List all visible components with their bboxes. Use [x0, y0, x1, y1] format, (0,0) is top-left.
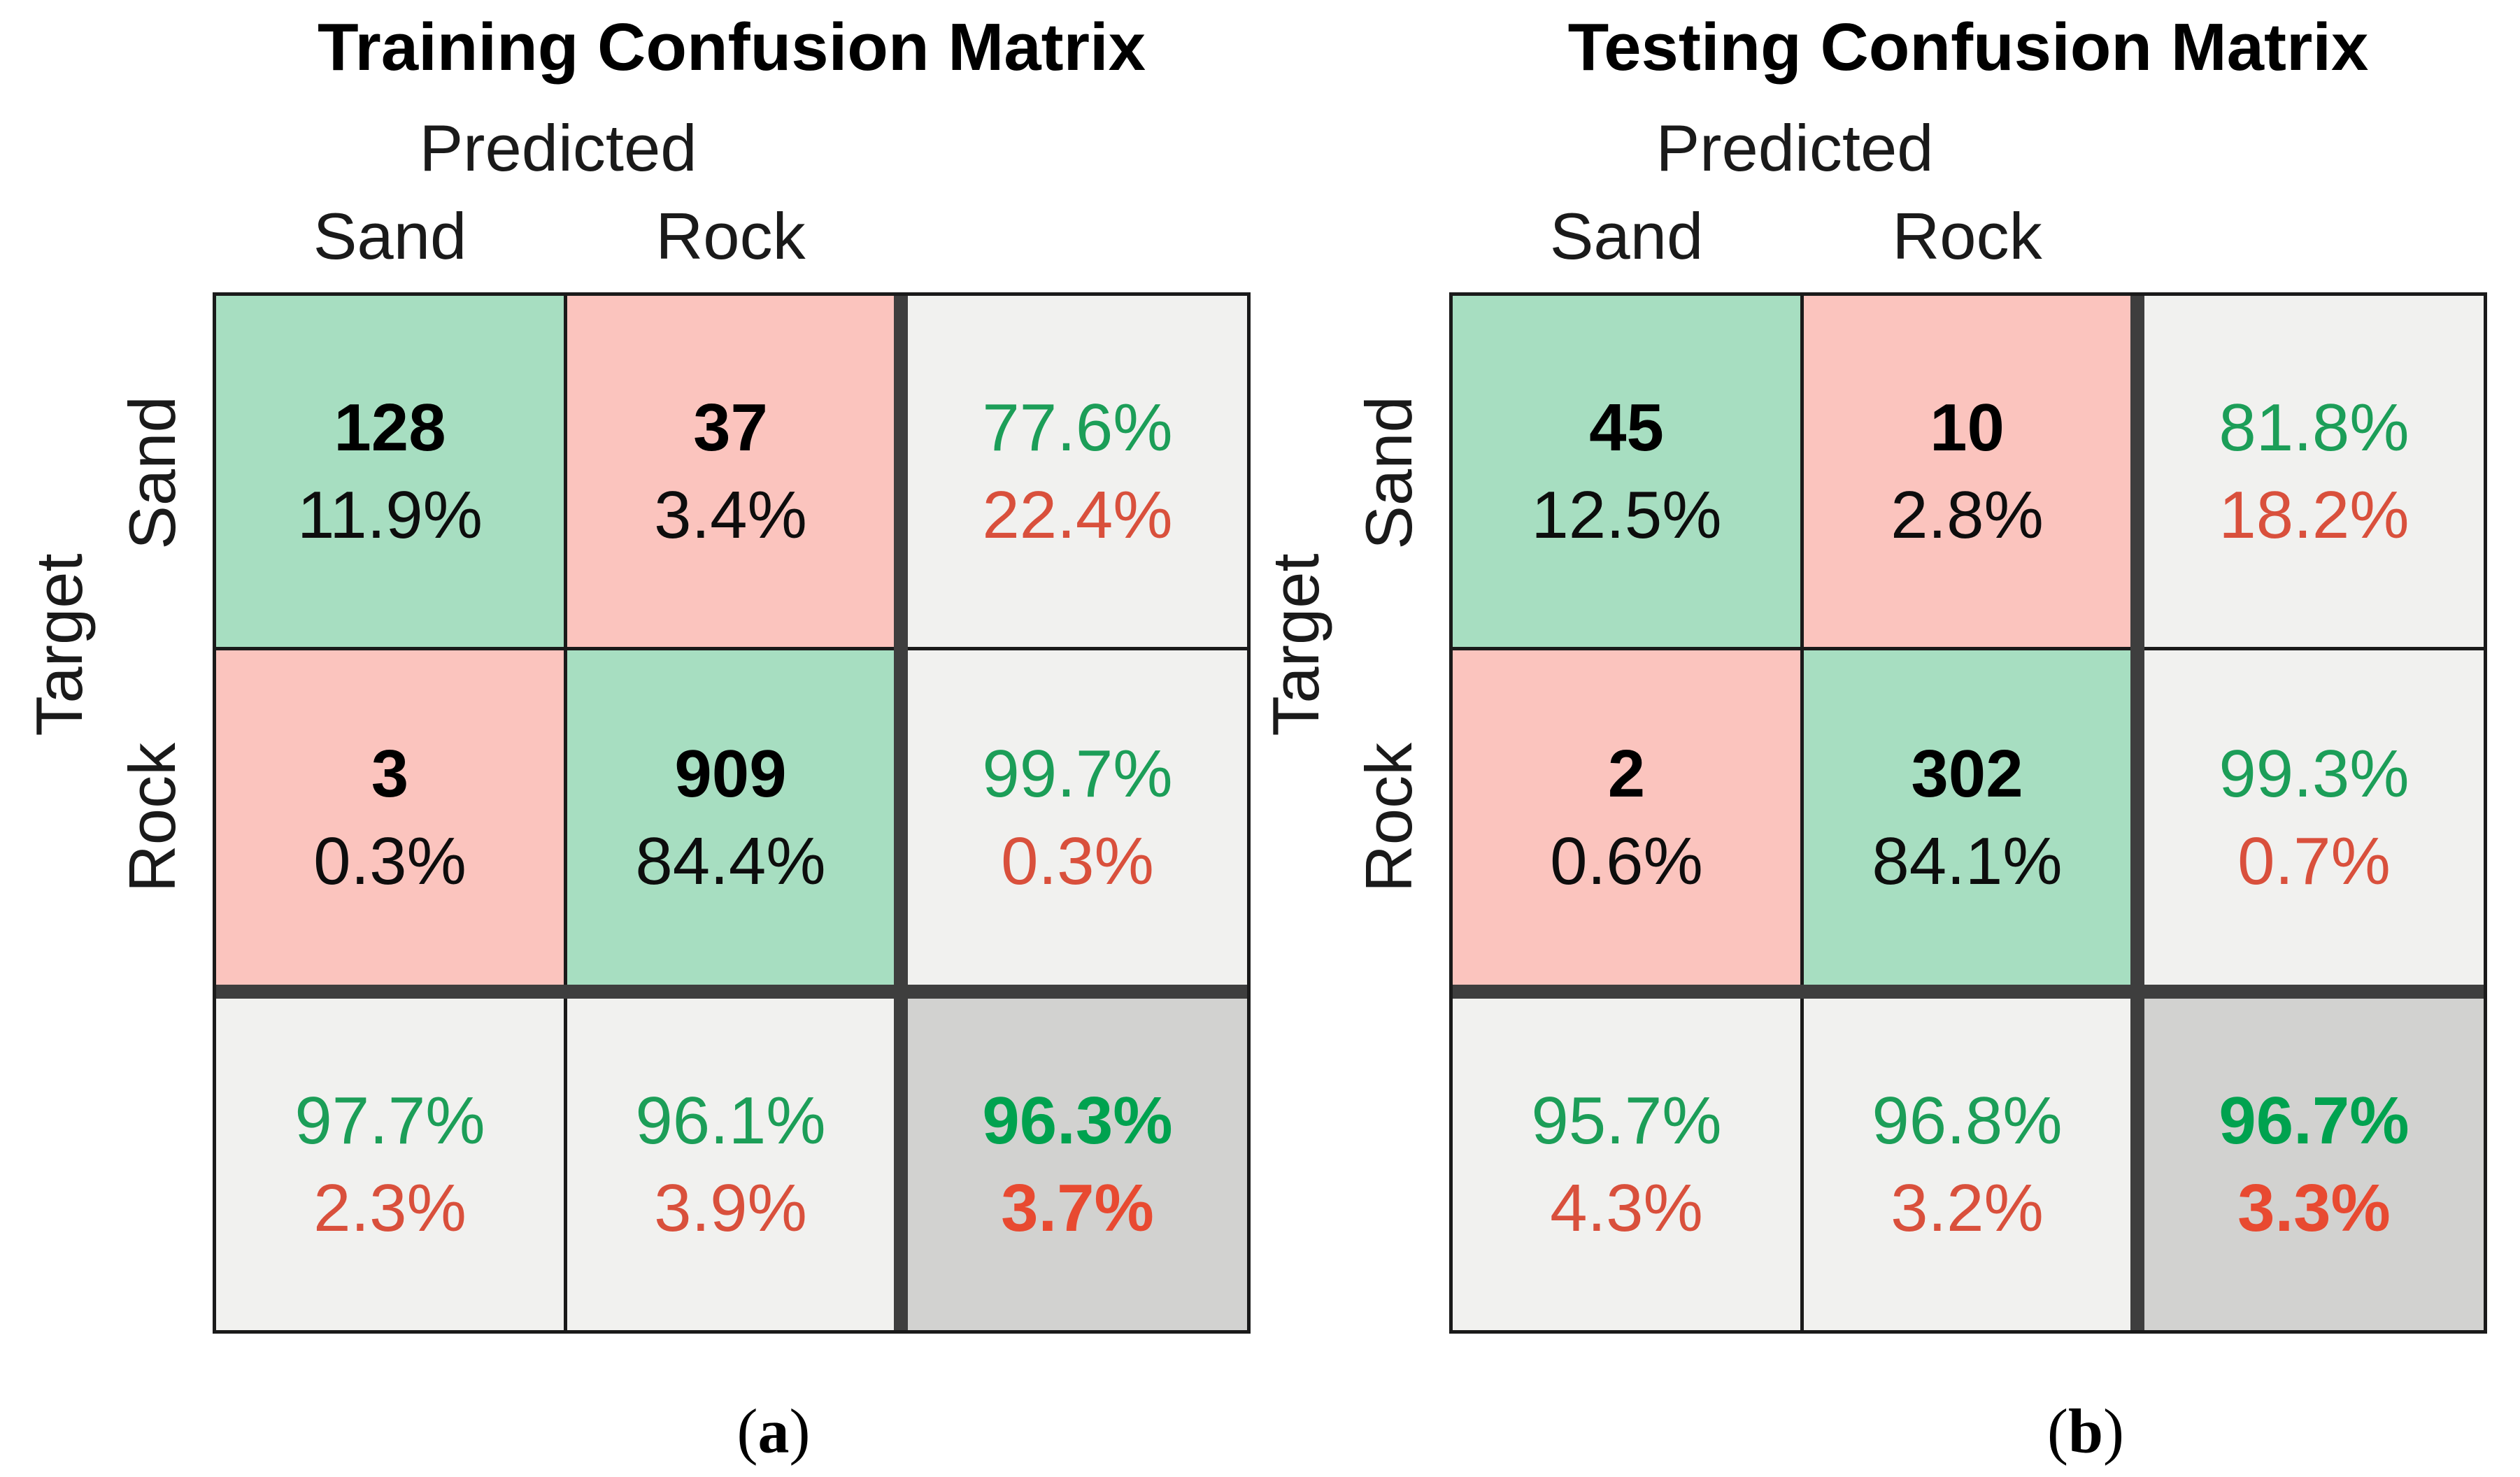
cell-percent: 11.9%	[297, 478, 483, 552]
cell-col-summary-sand: 97.7% 2.3%	[216, 999, 564, 1330]
summary-column-separator	[894, 292, 908, 1334]
column-divider-line	[1800, 292, 1804, 1334]
cell-col-summary-rock: 96.1% 3.9%	[567, 999, 894, 1330]
cell-row-summary-sand: 77.6% 22.4%	[908, 296, 1247, 647]
cell-percent: 84.1%	[1872, 824, 2063, 899]
caption-paren: (	[2046, 1397, 2068, 1467]
target-axis-label: Target	[22, 553, 96, 736]
correct-percent: 77.6%	[982, 390, 1173, 465]
cell-overall-accuracy: 96.7% 3.3%	[2144, 999, 2484, 1330]
error-percent: 2.3%	[313, 1171, 467, 1246]
summary-row-separator	[213, 985, 1251, 999]
error-percent: 3.2%	[1891, 1171, 2044, 1246]
cell-percent: 0.6%	[1550, 824, 1703, 899]
cell-target-rock-pred-rock: 302 84.1%	[1804, 650, 2130, 985]
cell-target-sand-pred-sand: 45 12.5%	[1453, 296, 1800, 647]
col-label-rock: Rock	[655, 199, 806, 273]
row-label-rock: Rock	[115, 742, 189, 893]
error-percent: 22.4%	[982, 478, 1173, 552]
cell-count: 302	[1911, 736, 2023, 811]
summary-row-separator	[1449, 985, 2487, 999]
error-percent: 0.7%	[2237, 824, 2391, 899]
predicted-axis-label: Predicted	[419, 111, 697, 185]
cell-count: 909	[674, 736, 787, 811]
row-divider-line	[213, 647, 1251, 650]
predicted-axis-label: Predicted	[1656, 111, 1934, 185]
error-percent: 3.3%	[2237, 1171, 2391, 1246]
error-percent: 3.9%	[654, 1171, 807, 1246]
subfigure-caption-a: (a)	[737, 1396, 811, 1468]
cell-percent: 0.3%	[313, 824, 467, 899]
correct-percent: 96.1%	[635, 1083, 826, 1158]
error-percent: 3.7%	[1001, 1171, 1154, 1246]
col-label-sand: Sand	[313, 199, 467, 273]
column-divider-line	[564, 292, 567, 1334]
testing-matrix-panel: Testing Confusion Matrix Predicted Sand …	[1237, 0, 2520, 1477]
correct-percent: 99.3%	[2219, 736, 2409, 811]
cell-col-summary-sand: 95.7% 4.3%	[1453, 999, 1800, 1330]
cell-row-summary-sand: 81.8% 18.2%	[2144, 296, 2484, 647]
cell-target-rock-pred-sand: 3 0.3%	[216, 650, 564, 985]
training-matrix-panel: Training Confusion Matrix Predicted Sand…	[22, 10, 1251, 1334]
cell-percent: 2.8%	[1891, 478, 2044, 552]
cell-row-summary-rock: 99.3% 0.7%	[2144, 650, 2484, 985]
caption-letter: b	[2067, 1397, 2104, 1467]
row-label-sand: Sand	[115, 396, 189, 550]
error-percent: 4.3%	[1550, 1171, 1703, 1246]
cell-col-summary-rock: 96.8% 3.2%	[1804, 999, 2130, 1330]
error-percent: 0.3%	[1001, 824, 1154, 899]
col-label-sand: Sand	[1549, 199, 1704, 273]
col-label-rock: Rock	[1892, 199, 2042, 273]
cell-overall-accuracy: 96.3% 3.7%	[908, 999, 1247, 1330]
correct-percent: 81.8%	[2219, 390, 2409, 465]
cell-percent: 84.4%	[635, 824, 826, 899]
caption-paren: (	[736, 1397, 758, 1467]
summary-column-separator	[2130, 292, 2144, 1334]
row-label-sand: Sand	[1352, 396, 1425, 550]
cell-count: 3	[371, 736, 409, 811]
error-percent: 18.2%	[2219, 478, 2409, 552]
cell-target-rock-pred-sand: 2 0.6%	[1453, 650, 1800, 985]
target-axis-label: Target	[1259, 553, 1332, 736]
cell-target-rock-pred-rock: 909 84.4%	[567, 650, 894, 985]
cell-row-summary-rock: 99.7% 0.3%	[908, 650, 1247, 985]
cell-percent: 12.5%	[1531, 478, 1722, 552]
accuracy-percent: 96.3%	[982, 1083, 1173, 1158]
cell-count: 128	[334, 390, 446, 465]
testing-title: Testing Confusion Matrix	[1567, 10, 2369, 85]
accuracy-percent: 96.7%	[2219, 1083, 2409, 1158]
training-title: Training Confusion Matrix	[317, 10, 1146, 85]
row-divider-line	[1449, 647, 2487, 650]
caption-letter: a	[757, 1397, 790, 1467]
correct-percent: 97.7%	[294, 1083, 485, 1158]
row-label-rock: Rock	[1352, 742, 1425, 893]
correct-percent: 96.8%	[1872, 1083, 2063, 1158]
caption-paren: )	[2103, 1397, 2125, 1467]
cell-percent: 3.4%	[654, 478, 807, 552]
cell-target-sand-pred-sand: 128 11.9%	[216, 296, 564, 647]
cell-count: 2	[1607, 736, 1646, 811]
cell-target-sand-pred-rock: 10 2.8%	[1804, 296, 2130, 647]
correct-percent: 99.7%	[982, 736, 1173, 811]
cell-count: 37	[693, 390, 768, 465]
subfigure-caption-b: (b)	[2047, 1396, 2124, 1468]
caption-paren: )	[789, 1397, 811, 1467]
cell-count: 45	[1589, 390, 1664, 465]
correct-percent: 95.7%	[1531, 1083, 1722, 1158]
cell-count: 10	[1930, 390, 2005, 465]
cell-target-sand-pred-rock: 37 3.4%	[567, 296, 894, 647]
